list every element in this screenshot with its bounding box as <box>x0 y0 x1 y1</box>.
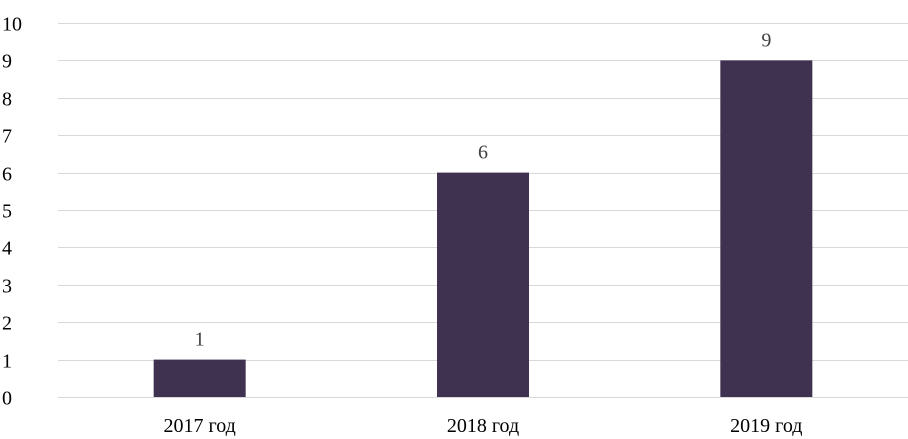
x-tick-label-2019-год: 2019 год <box>730 415 802 437</box>
data-label-2017-год: 1 <box>195 329 205 351</box>
y-tick-label-2: 2 <box>2 313 12 335</box>
x-tick-label-2017-год: 2017 год <box>164 415 236 437</box>
bars <box>153 60 813 398</box>
y-tick-label-0: 0 <box>2 388 12 410</box>
x-axis-ticks: 2017 год 2018 год 2019 год <box>164 415 803 437</box>
data-labels: 1 6 9 <box>195 29 772 350</box>
y-tick-label-10: 10 <box>2 14 22 36</box>
x-tick-label-2018-год: 2018 год <box>447 415 519 437</box>
bar-2018-год <box>437 172 529 397</box>
y-tick-label-9: 9 <box>2 51 12 73</box>
data-label-2018-год: 6 <box>478 142 488 164</box>
y-tick-label-7: 7 <box>2 126 12 148</box>
y-tick-label-3: 3 <box>2 276 12 298</box>
data-label-2019-год: 9 <box>761 29 771 51</box>
y-tick-label-6: 6 <box>2 164 12 186</box>
y-tick-label-5: 5 <box>2 201 12 223</box>
y-tick-label-1: 1 <box>2 351 12 373</box>
bar-2019-год <box>720 60 813 398</box>
y-tick-label-4: 4 <box>2 238 12 260</box>
y-tick-label-8: 8 <box>2 89 12 111</box>
y-axis-ticks: 0 1 2 3 4 5 6 7 8 9 10 <box>2 14 22 410</box>
bar-2017-год <box>153 359 246 397</box>
